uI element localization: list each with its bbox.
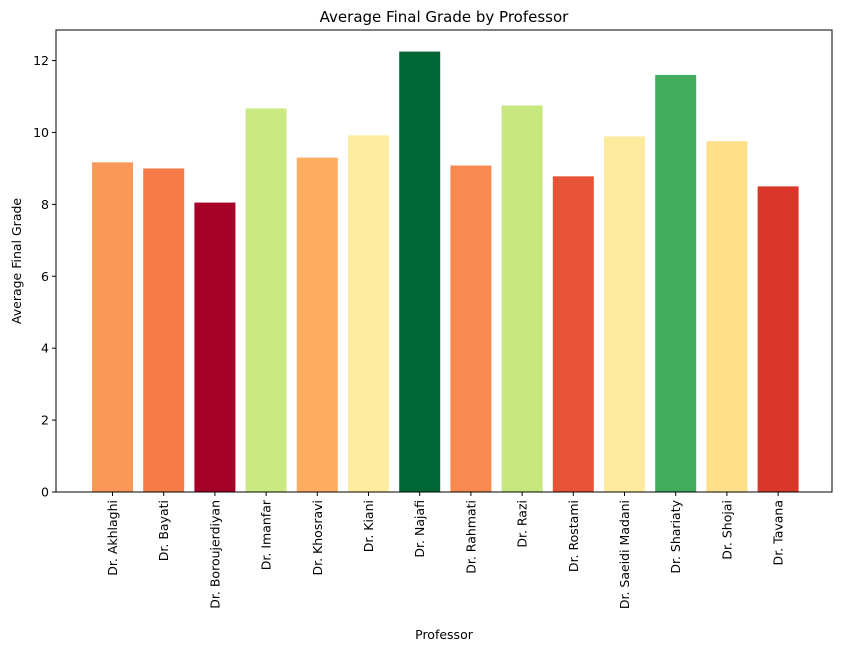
- bar-1: [143, 168, 185, 492]
- x-tick-label-6: Dr. Najafi: [412, 500, 427, 558]
- y-tick-label-4: 8: [41, 197, 49, 212]
- x-tick-label-10: Dr. Saeidi Madani: [617, 500, 632, 609]
- x-axis: Dr. Akhlaghi Dr. Bayati Dr. Boroujerdiyan D…: [105, 492, 786, 609]
- x-tick-label-5: Dr. Kiani: [361, 500, 376, 552]
- x-tick-label-7: Dr. Rahmati: [463, 500, 478, 574]
- x-tick-label-0: Dr. Akhlaghi: [105, 500, 120, 576]
- x-tick-label-12: Dr. Shojai: [719, 500, 734, 560]
- y-tick-label-0: 0: [41, 485, 49, 500]
- bar-4: [296, 157, 338, 492]
- x-tick-label-4: Dr. Khosravi: [310, 500, 325, 576]
- bar-6: [399, 51, 441, 492]
- y-tick-label-3: 6: [41, 269, 49, 284]
- bar-8: [501, 105, 543, 492]
- bar-5: [348, 135, 389, 492]
- x-tick-label-9: Dr. Rostami: [566, 500, 581, 572]
- bar-12: [706, 141, 748, 493]
- x-tick-label-8: Dr. Razi: [515, 500, 530, 548]
- bars-group: [92, 51, 799, 493]
- bar-3: [245, 108, 287, 493]
- bar-11: [655, 74, 697, 492]
- x-tick-label-3: Dr. Imanfar: [259, 499, 274, 570]
- y-tick-label-5: 10: [33, 125, 49, 140]
- bar-13: [757, 186, 799, 492]
- y-axis-label: Average Final Grade: [9, 198, 24, 325]
- bar-7: [450, 165, 492, 492]
- x-tick-label-11: Dr. Shariaty: [668, 499, 683, 573]
- plot-frame: [55, 29, 833, 493]
- x-axis-label: Professor: [415, 627, 474, 642]
- bar-2: [194, 202, 236, 493]
- bar-9: [552, 176, 594, 492]
- bar-10: [604, 136, 645, 492]
- y-tick-label-1: 2: [41, 413, 49, 428]
- x-tick-label-13: Dr. Tavana: [771, 500, 786, 565]
- y-tick-label-2: 4: [41, 341, 49, 356]
- bar-0: [92, 162, 133, 492]
- x-tick-label-2: Dr. Boroujerdiyan: [207, 500, 222, 609]
- y-axis: 0 2 4 6 8 10 12: [33, 53, 56, 500]
- y-tick-label-6: 12: [33, 53, 49, 68]
- chart-title: Average Final Grade by Professor: [320, 8, 569, 26]
- x-tick-label-1: Dr. Bayati: [156, 500, 171, 561]
